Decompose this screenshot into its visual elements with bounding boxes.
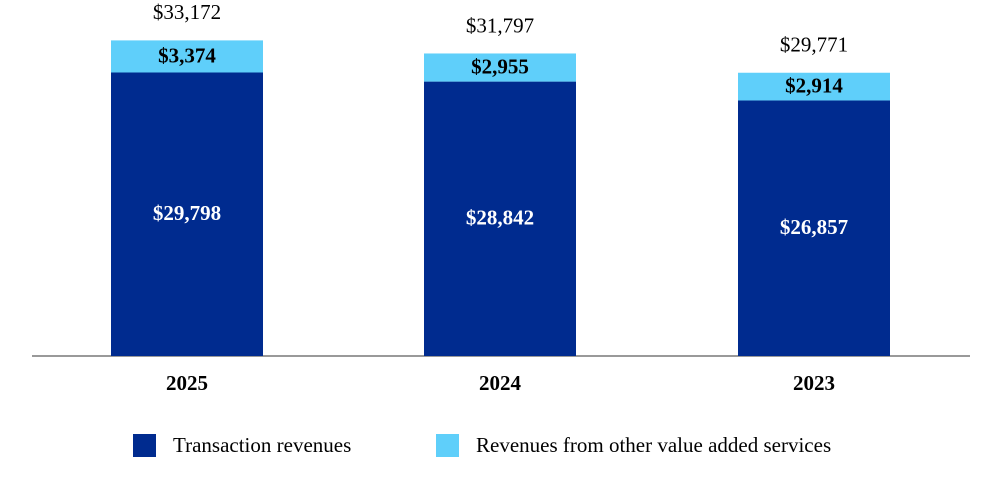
bar-segment: [424, 81, 576, 356]
total-label: $31,797: [466, 13, 534, 37]
x-tick-label: 2023: [793, 371, 835, 395]
legend-swatch: [133, 434, 156, 457]
x-tick-label: 2025: [166, 371, 208, 395]
legend-label: Revenues from other value added services: [476, 433, 831, 457]
bar-segment: [424, 53, 576, 82]
legend-label: Transaction revenues: [173, 433, 351, 457]
bar-segment: [111, 40, 263, 73]
value-label: $3,374: [158, 43, 216, 67]
bar-segment: [738, 100, 890, 357]
x-tick-label: 2024: [479, 371, 522, 395]
legend-swatch: [436, 434, 459, 457]
value-label: $26,857: [780, 215, 848, 239]
bar-segment: [111, 72, 263, 356]
bar-segment: [738, 72, 890, 101]
value-label: $2,914: [785, 73, 843, 97]
total-label: $33,172: [153, 0, 221, 24]
total-label: $29,771: [780, 33, 848, 57]
value-label: $28,842: [466, 206, 534, 230]
value-label: $29,798: [153, 201, 221, 225]
value-label: $2,955: [471, 54, 529, 78]
